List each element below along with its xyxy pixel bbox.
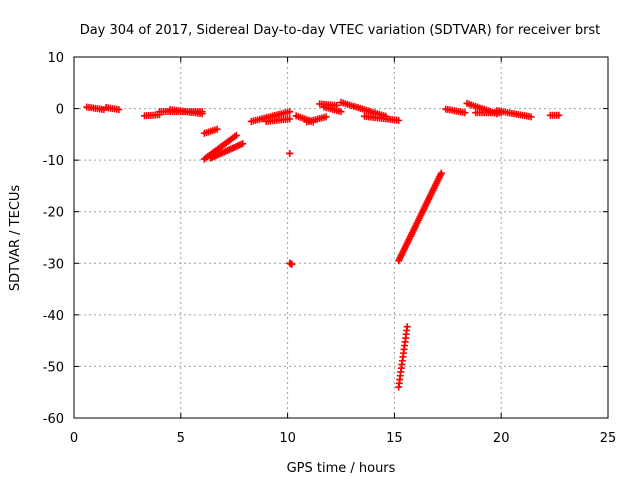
x-tick-label: 15 — [386, 431, 403, 446]
y-tick-label: -40 — [43, 309, 64, 324]
x-axis-label: GPS time / hours — [287, 461, 396, 476]
data-point — [232, 131, 240, 139]
data-point — [286, 149, 294, 157]
data-point — [337, 108, 345, 116]
x-tick-label: 0 — [70, 431, 78, 446]
y-tick-label: -60 — [43, 412, 64, 427]
y-axis-label: SDTVAR / TECUs — [8, 185, 23, 292]
data-point — [461, 109, 469, 117]
y-tick-label: 0 — [56, 103, 64, 118]
y-tick-label: -10 — [43, 154, 64, 169]
data-point — [437, 169, 445, 177]
chart-title: Day 304 of 2017, Sidereal Day-to-day VTE… — [80, 23, 601, 38]
plot-frame — [73, 56, 609, 419]
x-tick-label: 25 — [600, 431, 617, 446]
data-point — [198, 110, 206, 118]
data-point — [403, 323, 411, 331]
data-point — [527, 113, 535, 121]
data-points — [83, 98, 563, 391]
x-tick-label: 10 — [279, 431, 296, 446]
y-axis-ticks: 10 0 -10 -20 -30 -40 -50 -60 — [43, 51, 608, 427]
data-point — [395, 116, 403, 124]
data-point — [322, 113, 330, 121]
data-point — [239, 140, 247, 148]
y-tick-label: -20 — [43, 206, 64, 221]
x-tick-label: 5 — [177, 431, 185, 446]
data-point — [286, 108, 294, 116]
y-tick-label: -30 — [43, 257, 64, 272]
x-tick-label: 20 — [493, 431, 510, 446]
data-point — [115, 106, 123, 114]
x-axis-ticks: 0 5 10 15 20 25 — [70, 57, 616, 446]
y-tick-label: -50 — [43, 360, 64, 375]
data-point — [555, 111, 563, 119]
y-tick-label: 10 — [47, 51, 64, 66]
data-point — [288, 260, 296, 268]
data-point — [286, 115, 294, 123]
data-point — [213, 125, 221, 133]
